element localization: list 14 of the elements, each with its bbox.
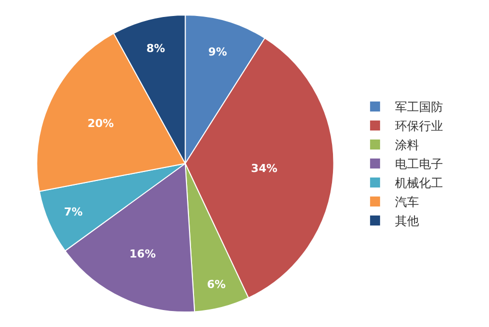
legend-label: 军工国防 bbox=[395, 100, 444, 114]
data-label: 20% bbox=[87, 117, 114, 130]
legend-label: 涂料 bbox=[395, 138, 420, 152]
data-label: 34% bbox=[251, 162, 278, 175]
data-label: 7% bbox=[64, 205, 83, 218]
data-label: 8% bbox=[146, 42, 166, 55]
data-label: 16% bbox=[129, 248, 156, 261]
legend-label: 汽车 bbox=[395, 195, 420, 210]
data-label: 9% bbox=[208, 46, 227, 59]
legend-label: 其他 bbox=[395, 214, 420, 228]
legend-label: 电工电子 bbox=[395, 157, 444, 172]
legend-label: 机械化工 bbox=[395, 176, 444, 190]
data-label: 6% bbox=[207, 278, 226, 292]
legend-label: 环保行业 bbox=[395, 119, 444, 134]
